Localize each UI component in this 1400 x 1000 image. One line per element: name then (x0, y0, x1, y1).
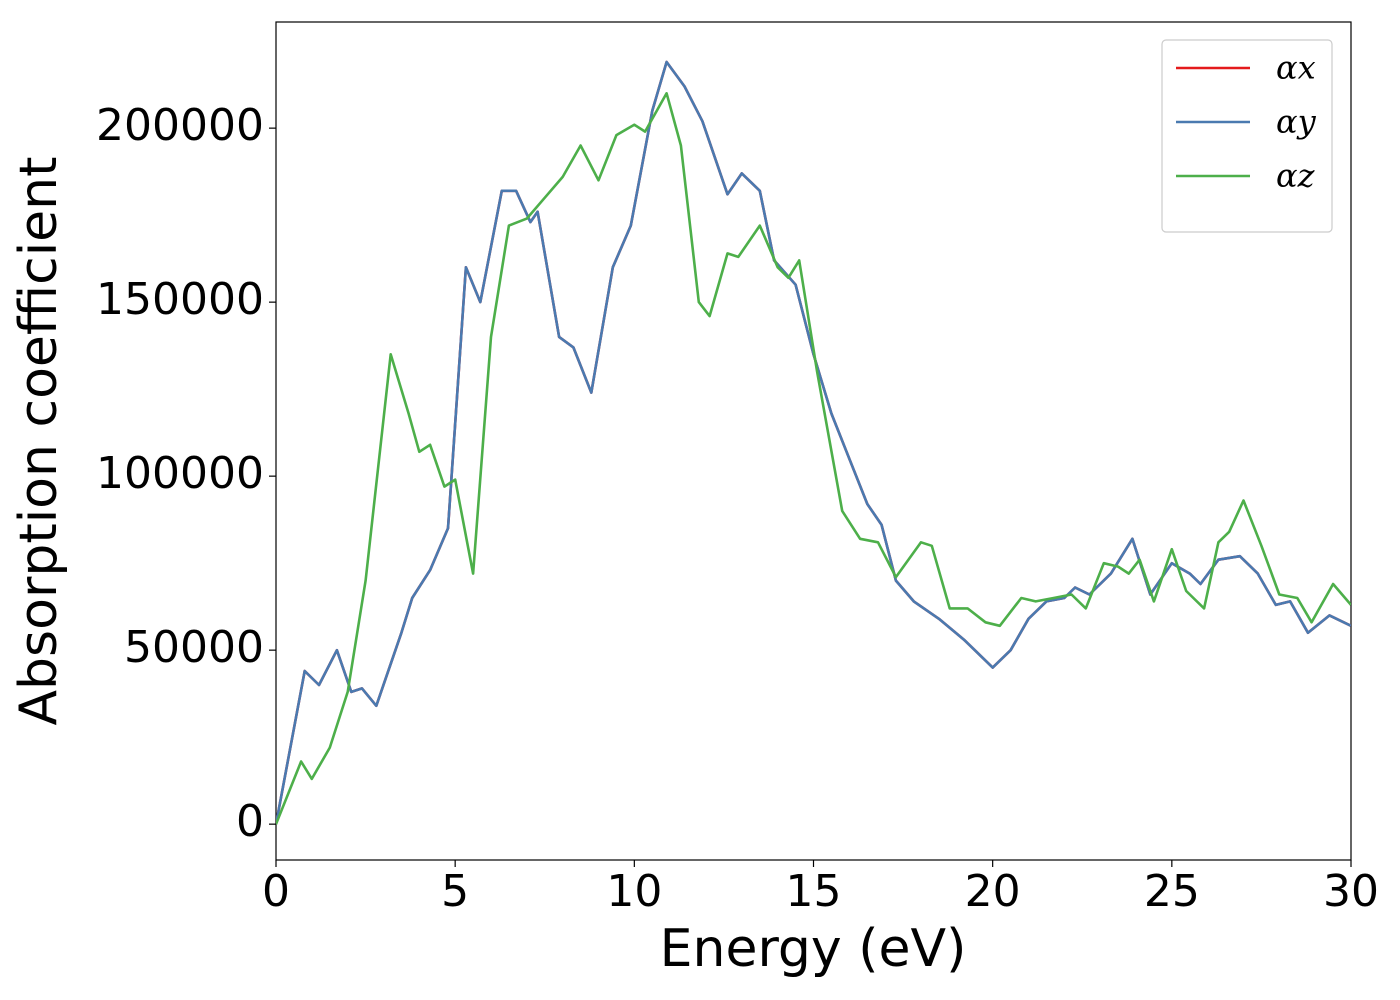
x-tick-label: 30 (1323, 866, 1379, 917)
x-tick-label: 0 (262, 866, 290, 917)
legend-box (1161, 39, 1333, 233)
y-tick-label: 100000 (96, 448, 264, 499)
y-tick-label: 200000 (96, 100, 264, 151)
series-group (276, 60, 1351, 825)
series-line (276, 60, 1351, 825)
x-tick-label: 5 (441, 866, 469, 917)
x-tick-label: 10 (606, 866, 662, 917)
legend-label: αz (1276, 157, 1316, 195)
x-tick-label: 15 (786, 866, 842, 917)
y-tick-label: 0 (236, 796, 264, 847)
legend-label: αx (1276, 49, 1316, 87)
x-tick-label: 25 (1144, 866, 1200, 917)
y-axis-label: Absorption coefficient (9, 156, 69, 725)
x-axis-label: Energy (eV) (660, 919, 967, 979)
x-tick-label: 20 (965, 866, 1021, 917)
y-tick-label: 150000 (96, 274, 264, 325)
series-line (276, 92, 1351, 825)
y-tick-label: 50000 (124, 622, 264, 673)
legend-label: αy (1276, 103, 1317, 141)
